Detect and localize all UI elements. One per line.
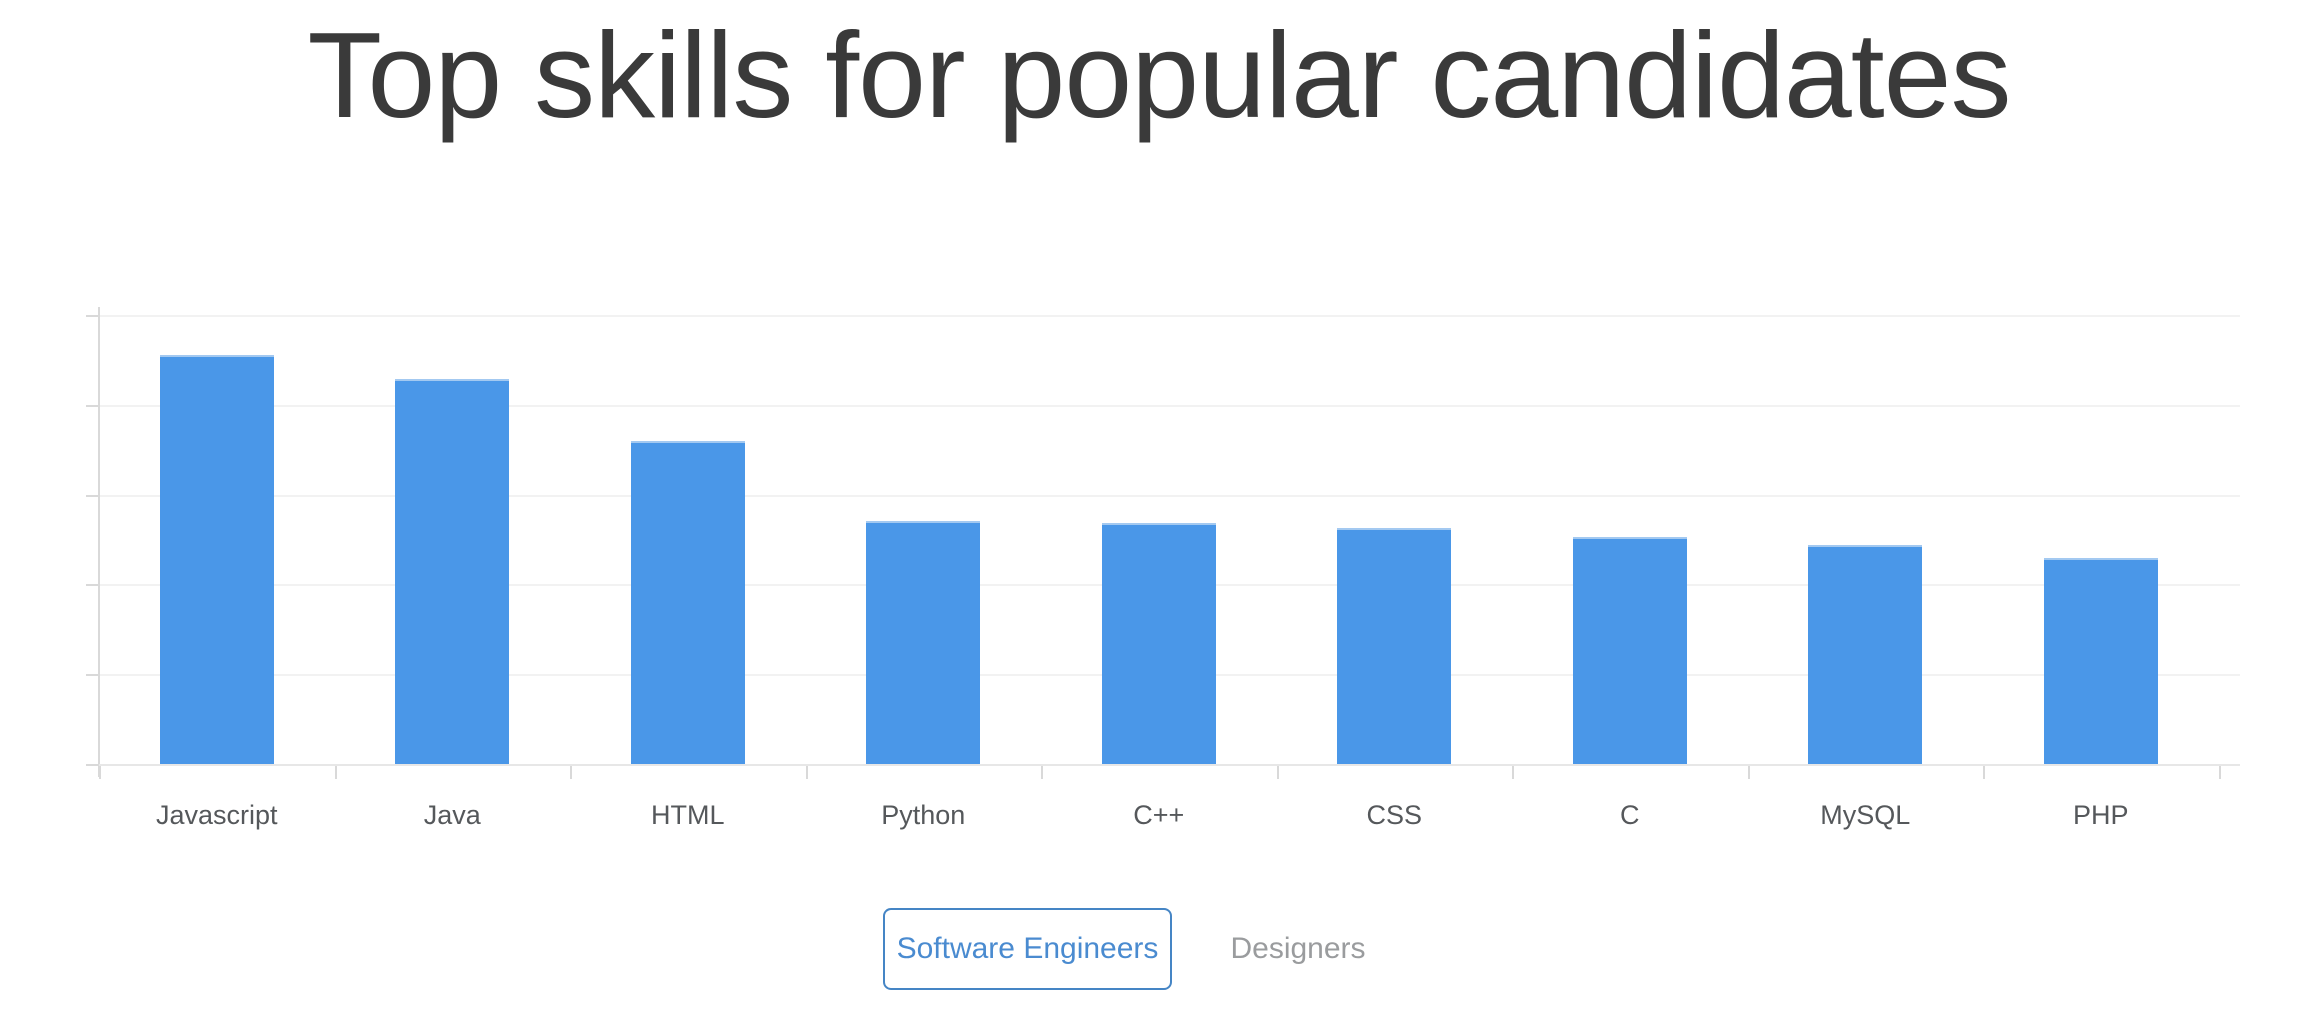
bar-javascript[interactable]	[159, 354, 274, 764]
bar-php[interactable]	[2043, 557, 2158, 764]
tab-software-engineers[interactable]: Software Engineers	[883, 908, 1172, 990]
y-axis-tick	[86, 584, 99, 587]
bar-mysql[interactable]	[1808, 544, 1923, 764]
x-axis-label: PHP	[2072, 800, 2129, 830]
bar-html[interactable]	[630, 441, 745, 764]
y-axis-tick	[86, 315, 99, 317]
x-axis-tick	[570, 766, 572, 779]
x-axis-label: C	[1620, 800, 1640, 830]
x-axis-label: Javascript	[155, 800, 278, 830]
gridline	[99, 404, 2240, 407]
bar-c-[interactable]	[1101, 522, 1216, 764]
tab-designers[interactable]: Designers	[1205, 908, 1391, 990]
gridline	[99, 494, 2240, 497]
x-axis-label: Java	[423, 800, 481, 830]
x-axis-label: C++	[1133, 800, 1185, 830]
x-axis-line	[99, 764, 2240, 766]
x-axis-tick	[805, 766, 808, 779]
x-axis-label: Python	[881, 800, 966, 830]
y-axis-line	[98, 307, 100, 777]
bar-c[interactable]	[1572, 536, 1687, 764]
chart-toggle-group: Software Engineers Designers	[0, 908, 2318, 990]
x-axis-tick	[1983, 766, 1985, 779]
x-axis-tick	[2218, 766, 2221, 779]
page-title: Top skills for popular candidates	[307, 7, 2011, 143]
bar-java[interactable]	[395, 379, 510, 764]
bar-python[interactable]	[866, 521, 981, 764]
y-axis-tick	[86, 494, 99, 497]
x-axis-label: HTML	[651, 800, 725, 830]
gridline	[99, 315, 2240, 317]
x-axis-tick	[1747, 766, 1750, 779]
x-axis-tick	[1276, 766, 1279, 779]
x-axis-tick	[1041, 766, 1043, 779]
x-axis-label: MySQL	[1820, 800, 1911, 830]
y-axis-tick	[86, 764, 99, 766]
bar-css[interactable]	[1337, 527, 1452, 764]
x-axis-tick	[1512, 766, 1514, 779]
x-axis-tick	[334, 766, 337, 779]
bar-chart: Javascript Java HTML Python C++ CSS C MySQL PHP	[86, 307, 2240, 830]
x-axis-label: CSS	[1366, 800, 1423, 830]
y-axis-tick	[86, 404, 99, 407]
y-axis-tick	[86, 674, 99, 677]
x-axis-tick	[99, 766, 101, 779]
